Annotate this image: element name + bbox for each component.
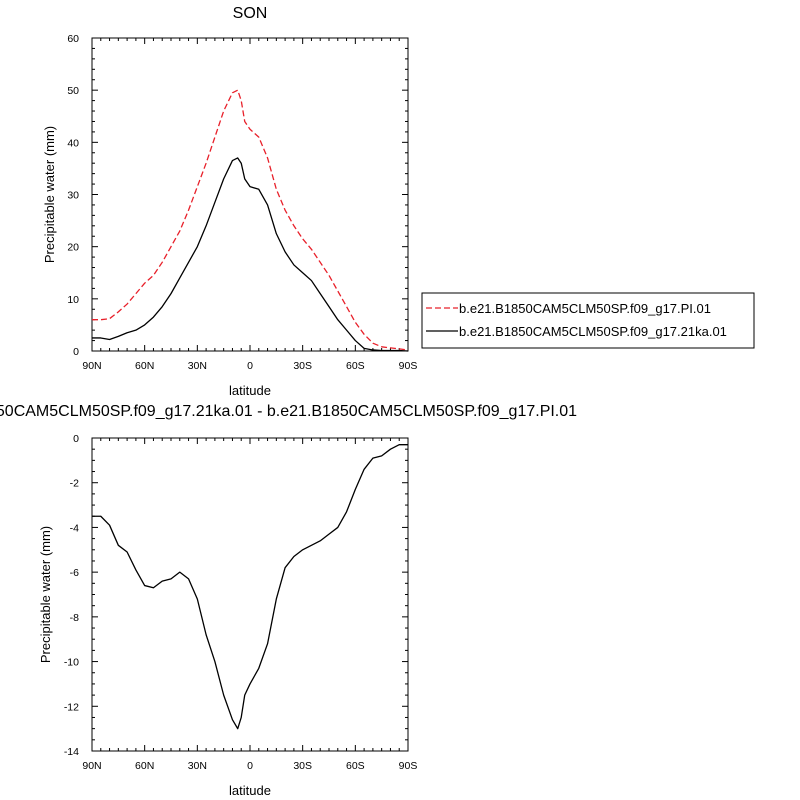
x-axis-title: latitude <box>229 783 271 798</box>
y-tick-label: 0 <box>73 433 79 445</box>
y-tick-label: 60 <box>67 33 79 45</box>
x-axis-title: latitude <box>229 383 271 398</box>
y-axis-title: Precipitable water (mm) <box>38 526 53 663</box>
x-tick-label: 90N <box>82 760 101 772</box>
y-tick-label: -10 <box>64 657 79 669</box>
legend-box <box>421 292 755 349</box>
y-tick-label: 10 <box>67 294 79 306</box>
y-tick-label: -14 <box>64 746 79 758</box>
y-tick-label: 0 <box>73 346 79 358</box>
x-tick-label: 90S <box>399 360 418 372</box>
y-axis-title: Precipitable water (mm) <box>42 126 57 263</box>
x-tick-label: 0 <box>247 760 253 772</box>
legend-label-0: b.e21.B1850CAM5CLM50SP.f09_g17.PI.01 <box>459 301 711 316</box>
x-tick-label: 60N <box>135 760 154 772</box>
series-line-1 <box>92 157 409 352</box>
y-tick-label: 30 <box>67 190 79 202</box>
series-line-0 <box>92 89 409 351</box>
x-tick-label: 60N <box>135 360 154 372</box>
y-tick-label: 20 <box>67 242 79 254</box>
y-tick-label: -8 <box>70 612 79 624</box>
x-tick-label: 90N <box>82 360 101 372</box>
plot-frame <box>91 37 409 352</box>
series-line-0 <box>92 444 408 730</box>
plot-title: SON <box>233 5 268 22</box>
y-tick-label: 50 <box>67 85 79 97</box>
x-tick-label: 30S <box>293 360 312 372</box>
y-tick-label: 40 <box>67 137 79 149</box>
y-tick-label: -12 <box>64 701 79 713</box>
x-tick-label: 30S <box>293 760 312 772</box>
x-tick-label: 0 <box>247 360 253 372</box>
x-tick-label: 60S <box>346 360 365 372</box>
plot-frame <box>91 437 409 752</box>
y-tick-label: -2 <box>70 478 79 490</box>
x-tick-label: 30N <box>188 360 207 372</box>
x-tick-label: 90S <box>399 760 418 772</box>
legend-label-1: b.e21.B1850CAM5CLM50SP.f09_g17.21ka.01 <box>459 324 727 339</box>
y-tick-label: -4 <box>70 522 79 534</box>
y-tick-label: -6 <box>70 567 79 579</box>
x-tick-label: 60S <box>346 760 365 772</box>
x-tick-label: 30N <box>188 760 207 772</box>
plot-title: b.e21.B1850CAM5CLM50SP.f09_g17.21ka.01 -… <box>0 403 577 420</box>
